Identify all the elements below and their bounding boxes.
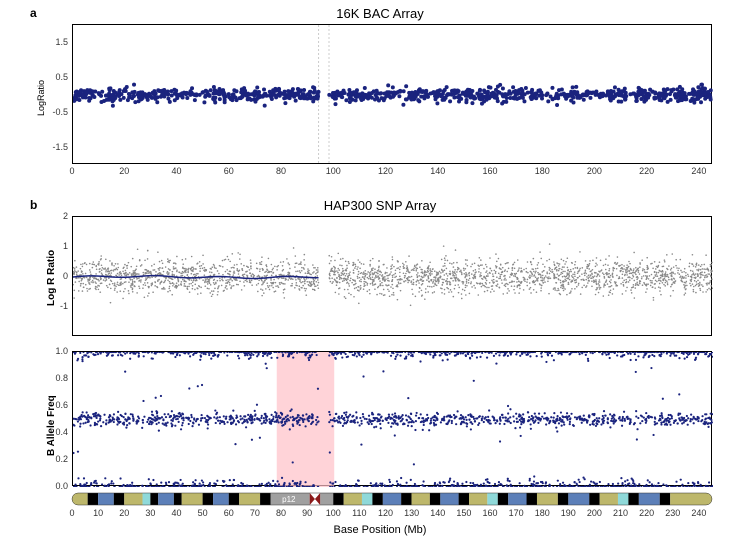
figure-container: a 16K BAC Array LogRatio 020406080100120… (30, 6, 730, 546)
panel-b-baf-plot (72, 351, 712, 486)
chromosome-ideogram: p12 (72, 492, 712, 504)
panel-a-plot (72, 24, 712, 164)
panel-a-title: 16K BAC Array (30, 6, 730, 21)
panel-b-logr-plot (72, 216, 712, 336)
x-axis-label: Base Position (Mb) (30, 524, 730, 536)
panel-b-title: HAP300 SNP Array (30, 198, 730, 213)
